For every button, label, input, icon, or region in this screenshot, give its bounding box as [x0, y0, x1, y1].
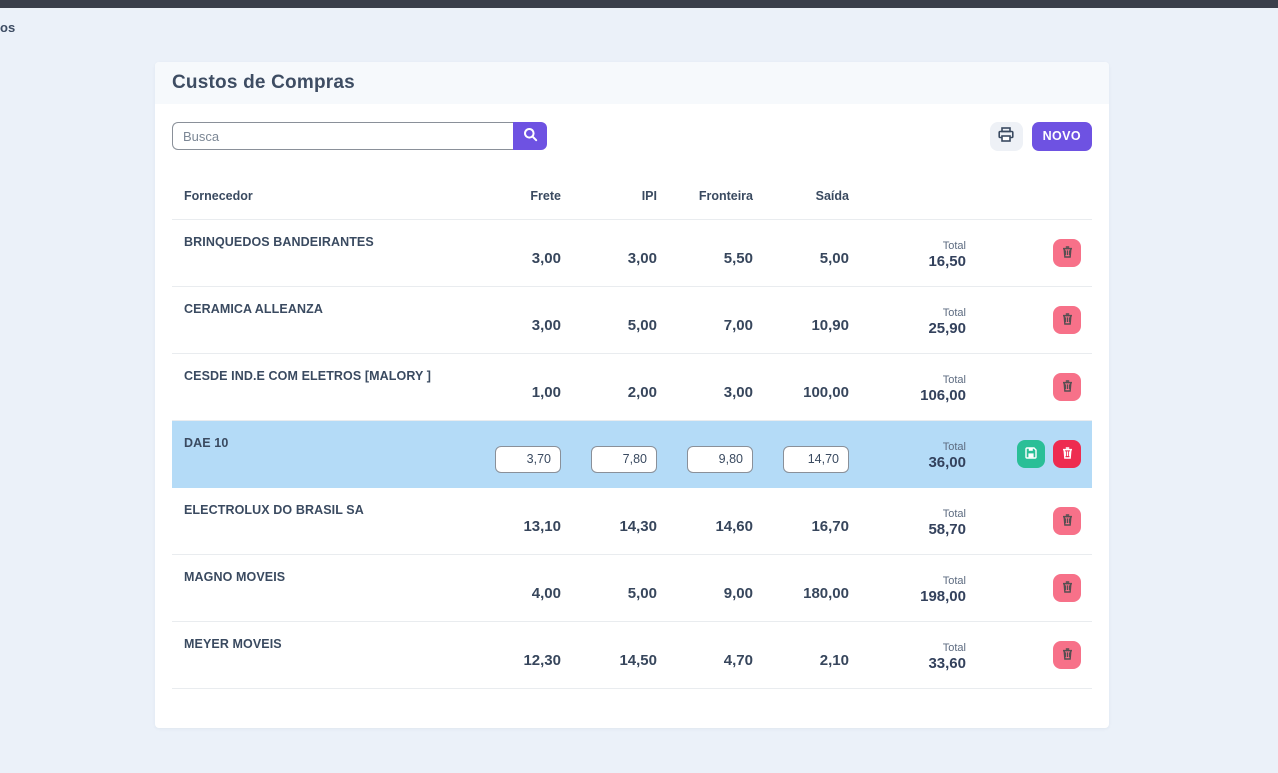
card-header: Custos de Compras	[155, 62, 1109, 104]
trash-icon	[1062, 580, 1073, 596]
ipi-value: 2,00	[627, 384, 657, 401]
fronteira-value: 14,60	[715, 518, 753, 535]
frete-value: 3,00	[531, 317, 561, 334]
delete-button[interactable]	[1053, 373, 1081, 401]
ipi-value: 3,00	[627, 250, 657, 267]
col-header-fronteira: Fronteira	[698, 189, 753, 203]
supplier-name: MAGNO MOVEIS	[184, 570, 286, 584]
delete-button[interactable]	[1053, 306, 1081, 334]
frete-value: 4,00	[531, 585, 561, 602]
table-row: MEYER MOVEIS 12,30 14,50 4,70 2,10 Total…	[172, 622, 1092, 689]
total-label: Total	[942, 574, 966, 587]
trash-icon	[1062, 312, 1073, 328]
ipi-value: 14,50	[619, 652, 657, 669]
col-header-ipi: IPI	[641, 189, 657, 203]
breadcrumb: os	[0, 20, 16, 35]
frete-value: 1,00	[531, 384, 561, 401]
supplier-name: CESDE IND.E COM ELETROS [MALORY ]	[184, 369, 432, 383]
toolbar: NOVO	[172, 121, 1092, 151]
page-title: Custos de Compras	[172, 72, 355, 93]
total-label: Total	[942, 239, 966, 252]
total-value: 58,70	[928, 520, 966, 538]
ipi-input[interactable]	[591, 445, 657, 473]
trash-icon	[1062, 245, 1073, 261]
supplier-name: CERAMICA ALLEANZA	[184, 302, 323, 316]
trash-icon	[1062, 513, 1073, 529]
frete-value: 3,00	[531, 250, 561, 267]
fronteira-value: 4,70	[723, 652, 753, 669]
table-row: ELECTROLUX DO BRASIL SA 13,10 14,30 14,6…	[172, 488, 1092, 555]
ipi-value: 14,30	[619, 518, 657, 535]
search-group	[172, 122, 547, 150]
total-value: 33,60	[928, 654, 966, 672]
total-value: 198,00	[920, 587, 966, 605]
col-header-fornecedor: Fornecedor	[184, 189, 253, 203]
search-input[interactable]	[172, 122, 513, 150]
supplier-name: MEYER MOVEIS	[184, 637, 282, 651]
total-label: Total	[942, 373, 966, 386]
frete-value: 13,10	[523, 518, 561, 535]
printer-icon	[998, 127, 1014, 145]
novo-button[interactable]: NOVO	[1031, 121, 1092, 151]
saida-value: 10,90	[811, 317, 849, 334]
total-value: 16,50	[928, 252, 966, 270]
delete-button[interactable]	[1053, 574, 1081, 602]
total-label: Total	[942, 440, 966, 453]
custos-table: Fornecedor Frete IPI Fronteira Saída BRI…	[172, 173, 1092, 689]
total-value: 106,00	[920, 386, 966, 404]
table-row: MAGNO MOVEIS 4,00 5,00 9,00 180,00 Total…	[172, 555, 1092, 622]
save-icon	[1025, 446, 1037, 462]
search-icon	[523, 127, 538, 145]
fronteira-value: 3,00	[723, 384, 753, 401]
total-value: 36,00	[928, 453, 966, 471]
table-row: CERAMICA ALLEANZA 3,00 5,00 7,00 10,90 T…	[172, 287, 1092, 354]
supplier-name: DAE 10	[184, 436, 229, 450]
supplier-name: ELECTROLUX DO BRASIL SA	[184, 503, 364, 517]
print-button[interactable]	[989, 121, 1023, 151]
ipi-value: 5,00	[627, 585, 657, 602]
fronteira-value: 7,00	[723, 317, 753, 334]
table-row: BRINQUEDOS BANDEIRANTES 3,00 3,00 5,50 5…	[172, 220, 1092, 287]
trash-icon	[1062, 379, 1073, 395]
delete-button[interactable]	[1053, 641, 1081, 669]
table-row: CESDE IND.E COM ELETROS [MALORY ] 1,00 2…	[172, 354, 1092, 421]
fronteira-input[interactable]	[687, 445, 753, 473]
ipi-value: 5,00	[627, 317, 657, 334]
search-button[interactable]	[513, 122, 547, 150]
col-header-saida: Saída	[815, 189, 849, 203]
saida-value: 5,00	[819, 250, 849, 267]
trash-icon	[1062, 647, 1073, 663]
saida-value: 2,10	[819, 652, 849, 669]
delete-button[interactable]	[1053, 507, 1081, 535]
total-value: 25,90	[928, 319, 966, 337]
fronteira-value: 9,00	[723, 585, 753, 602]
frete-value: 12,30	[523, 652, 561, 669]
saida-value: 16,70	[811, 518, 849, 535]
trash-icon	[1062, 446, 1073, 462]
supplier-name: BRINQUEDOS BANDEIRANTES	[184, 235, 374, 249]
frete-input[interactable]	[495, 445, 561, 473]
delete-button[interactable]	[1053, 239, 1081, 267]
table-header-row: Fornecedor Frete IPI Fronteira Saída	[172, 173, 1092, 220]
fronteira-value: 5,50	[723, 250, 753, 267]
total-label: Total	[942, 507, 966, 520]
col-header-frete: Frete	[530, 189, 561, 203]
delete-button[interactable]	[1053, 440, 1081, 468]
saida-value: 100,00	[803, 384, 849, 401]
save-button[interactable]	[1017, 440, 1045, 468]
saida-value: 180,00	[803, 585, 849, 602]
saida-input[interactable]	[783, 445, 849, 473]
total-label: Total	[942, 306, 966, 319]
total-label: Total	[942, 641, 966, 654]
table-row-editing: DAE 10 Total 36,00	[172, 421, 1092, 488]
top-navbar	[0, 0, 1278, 8]
custos-card: Custos de Compras	[155, 62, 1109, 728]
